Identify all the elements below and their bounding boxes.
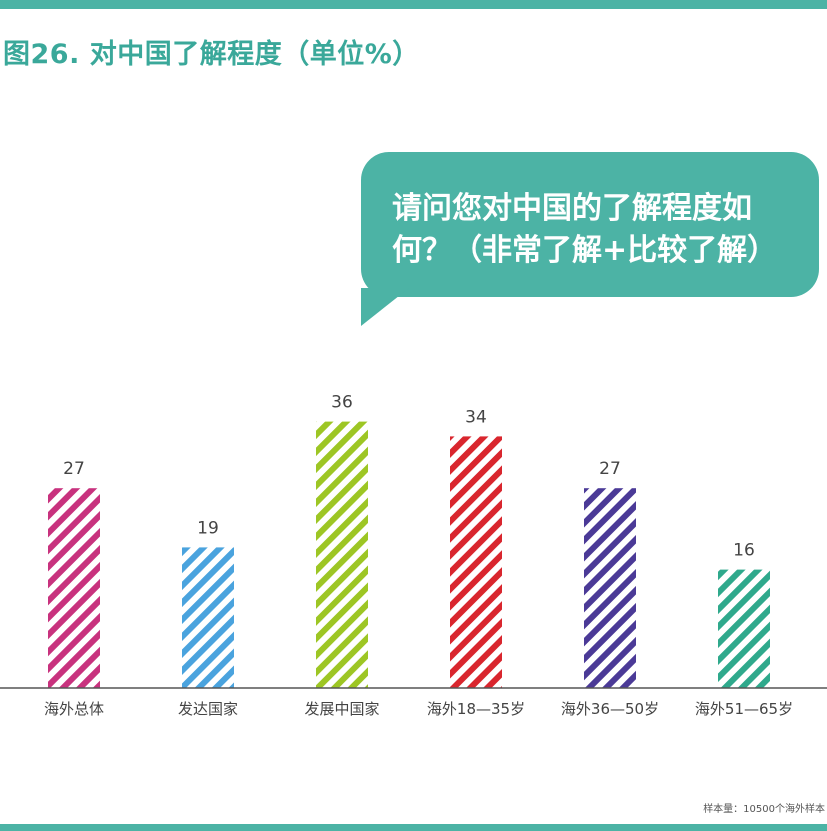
bar-5 [718,569,770,688]
speech-bubble-tail [361,288,409,326]
value-label-5: 16 [733,541,755,561]
category-label-3: 海外18—35岁 [427,700,525,718]
category-label-1: 发达国家 [178,700,238,718]
category-label-4: 海外36—50岁 [561,700,659,718]
chart-title: 图26. 对中国了解程度（单位%） [3,39,420,70]
value-label-0: 27 [63,459,85,479]
value-label-4: 27 [599,459,621,479]
bar-2 [316,421,368,688]
bar-1 [182,547,234,688]
top-accent-bar [0,0,827,9]
bottom-accent-bar [0,824,827,831]
value-label-1: 19 [197,518,219,538]
bar-4 [584,488,636,688]
category-label-0: 海外总体 [44,700,104,718]
sample-size-note: 样本量：10500个海外样本 [703,804,825,815]
category-label-5: 海外51—65岁 [695,700,793,718]
bar-0 [48,488,100,688]
value-label-2: 36 [331,393,353,413]
speech-bubble [361,152,819,297]
value-label-3: 34 [465,407,487,427]
category-label-2: 发展中国家 [304,700,379,718]
survey-question: 请问您对中国的了解程度如何？（非常了解+比较了解） [392,191,778,268]
bar-3 [450,436,502,688]
